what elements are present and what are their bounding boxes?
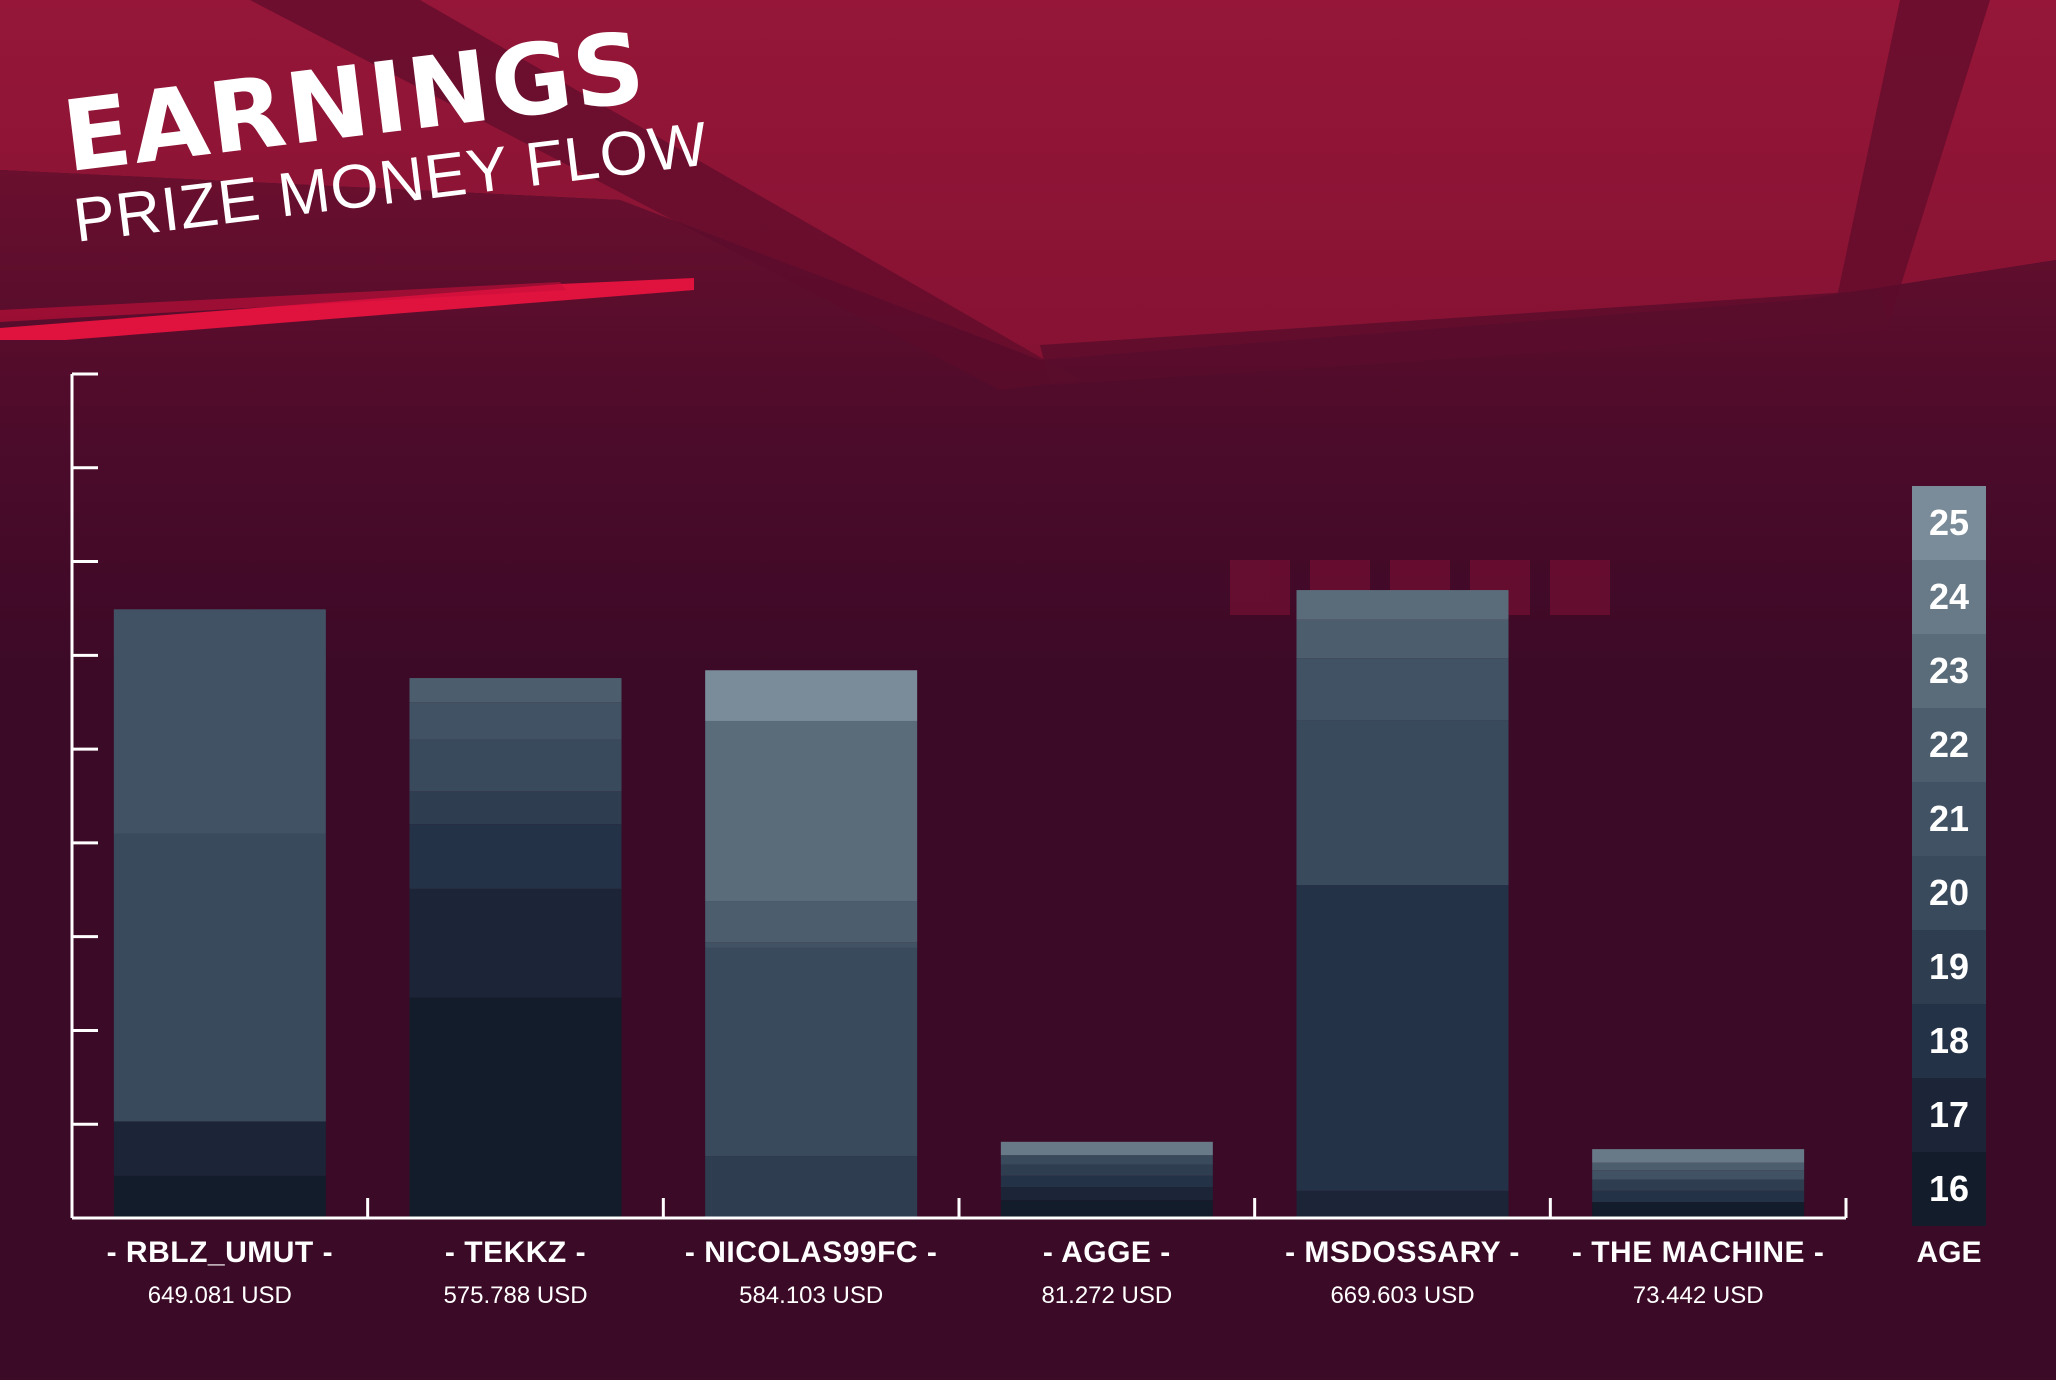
bar-segment xyxy=(1000,1141,1213,1156)
age-scale-value: 22 xyxy=(1928,724,1970,765)
player-name-label: - MSDOSSARY - xyxy=(1285,1236,1520,1269)
age-scale-value: 17 xyxy=(1928,1094,1970,1135)
age-scale-swatch xyxy=(1912,930,1986,1004)
player-amount-label: 73.442 USD xyxy=(1632,1282,1764,1309)
player-amount-label: 81.272 USD xyxy=(1041,1282,1173,1309)
bar-segment xyxy=(705,901,918,943)
bar-segment xyxy=(705,1156,918,1218)
age-scale-value: 23 xyxy=(1928,650,1970,691)
bar-segment xyxy=(1296,658,1509,721)
bar-segment xyxy=(1592,1170,1805,1180)
bar-segment xyxy=(1592,1162,1805,1171)
age-scale-value: 18 xyxy=(1928,1020,1970,1061)
age-scale-swatch xyxy=(1912,782,1986,856)
bar-segment xyxy=(1296,619,1509,659)
age-scale-swatch xyxy=(1912,708,1986,782)
age-scale-swatch xyxy=(1912,1004,1986,1078)
bar-segment xyxy=(113,609,326,834)
age-scale-value: 19 xyxy=(1928,946,1970,987)
player-name-label: - TEKKZ - xyxy=(444,1236,587,1269)
bar-segment xyxy=(409,824,622,889)
bar-segment xyxy=(705,670,918,721)
bar-segment xyxy=(1000,1164,1213,1176)
age-scale-value: 21 xyxy=(1928,798,1970,839)
age-scale-swatch xyxy=(1912,1152,1986,1226)
bar-segment xyxy=(1296,590,1509,620)
player-amount-label: 584.103 USD xyxy=(739,1282,884,1309)
bar-segment xyxy=(409,702,622,740)
player-name-label: - THE MACHINE - xyxy=(1571,1236,1825,1269)
age-scale-swatch xyxy=(1912,486,1986,560)
age-scale-value: 25 xyxy=(1928,502,1970,543)
player-amount-label: 649.081 USD xyxy=(147,1282,292,1309)
bar-segment xyxy=(409,678,622,703)
player-amount-label: 669.603 USD xyxy=(1330,1282,1475,1309)
age-scale-swatch xyxy=(1912,856,1986,930)
bar-segment xyxy=(705,720,918,902)
bar-segment xyxy=(409,888,622,998)
bar-segment xyxy=(1000,1155,1213,1165)
bar-segment xyxy=(1000,1175,1213,1188)
player-amount-label: 575.788 USD xyxy=(443,1282,588,1309)
player-name-label: - RBLZ_UMUT - xyxy=(106,1236,334,1269)
bar-segment xyxy=(705,942,918,948)
bar-segment xyxy=(1592,1190,1805,1203)
bar-segment xyxy=(705,947,918,1157)
bar-segment xyxy=(1592,1149,1805,1163)
bar-segment xyxy=(1296,1190,1509,1218)
bar-segment xyxy=(1000,1200,1213,1218)
age-scale-swatch xyxy=(1912,634,1986,708)
age-scale-swatch xyxy=(1912,560,1986,634)
bar-segment xyxy=(113,1175,326,1218)
bar-segment xyxy=(1000,1187,1213,1201)
player-name-label: - AGGE - xyxy=(1042,1236,1171,1269)
bar-segment xyxy=(1592,1202,1805,1218)
age-scale-swatch xyxy=(1912,1078,1986,1152)
bar-segment xyxy=(409,739,622,792)
age-axis-label: AGE xyxy=(1916,1236,1982,1269)
player-name-label: - NICOLAS99FC - xyxy=(684,1236,938,1269)
bar-segment xyxy=(113,1121,326,1176)
bar-segment xyxy=(1592,1179,1805,1191)
age-scale-value: 24 xyxy=(1928,576,1970,617)
age-scale-value: 16 xyxy=(1928,1168,1970,1209)
bar-segment xyxy=(409,997,622,1218)
age-scale-value: 20 xyxy=(1928,872,1970,913)
bar-segment xyxy=(1296,720,1509,886)
bar-segment xyxy=(113,833,326,1122)
bar-segment xyxy=(409,791,622,825)
bar-segment xyxy=(1296,885,1509,1191)
